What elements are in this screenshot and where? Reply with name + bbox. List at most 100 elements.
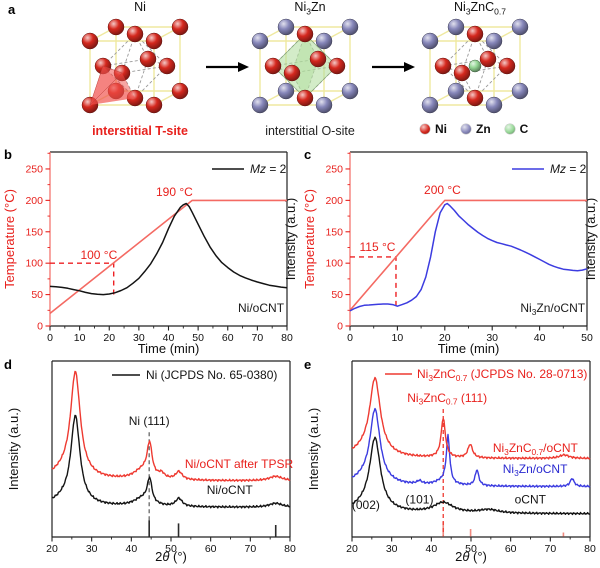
svg-text:250: 250 <box>25 163 43 175</box>
xrd-curve-ni3znc0-7-ocnt <box>351 376 591 460</box>
xrd-curve-ni-ocnt-after-tpsr <box>51 370 291 483</box>
svg-text:100: 100 <box>325 258 343 270</box>
atom-legend-item-Zn: Zn <box>461 122 491 136</box>
x-axis-title: Time (min) <box>438 341 500 356</box>
annotation: (101) <box>405 492 433 506</box>
annotation: Ni3Zn/oCNT <box>520 301 585 317</box>
atom-legend-label: Ni <box>435 122 447 136</box>
svg-text:40: 40 <box>425 543 437 555</box>
svg-text:0: 0 <box>337 321 343 333</box>
svg-text:0: 0 <box>37 321 43 333</box>
structure-ni3zn: Ni3Zn <box>240 0 380 121</box>
svg-text:0: 0 <box>347 332 353 344</box>
panel-label-d: d <box>4 357 12 372</box>
structure-ni-title: Ni <box>134 0 146 14</box>
legend-label: Mz = 2 <box>250 162 287 176</box>
atom-legend-label: C <box>519 122 529 136</box>
svg-text:50: 50 <box>465 543 477 555</box>
svg-text:200: 200 <box>25 195 43 207</box>
annotation: Ni3ZnC0.7/oCNT <box>493 441 579 457</box>
svg-text:40: 40 <box>163 332 175 344</box>
annotation: Ni/oCNT <box>238 301 285 315</box>
series-temperature-ramp <box>349 199 587 311</box>
svg-text:40: 40 <box>125 543 137 555</box>
structure-ni-drawing <box>81 18 189 114</box>
annotation: Ni/oCNT <box>207 483 254 497</box>
svg-text:80: 80 <box>584 543 596 555</box>
svg-text:60: 60 <box>205 543 217 555</box>
svg-text:60: 60 <box>222 332 234 344</box>
series-temperature-ramp <box>49 199 287 315</box>
legend-label: Ni3ZnC0.7 (JCPDS No. 28-0713) <box>417 367 587 383</box>
panel-label-e: e <box>304 357 312 372</box>
annotation: 115 °C <box>360 240 396 254</box>
svg-text:30: 30 <box>386 543 398 555</box>
svg-text:50: 50 <box>165 543 177 555</box>
y-axis-title: Intensity (a.u.) <box>6 408 21 490</box>
annotation: oCNT <box>515 492 547 506</box>
annotation: 190 °C <box>156 185 193 199</box>
xrd-curve-ni3zn-ocnt <box>351 407 591 488</box>
annotation: 100 °C <box>80 248 117 262</box>
xrd-curve-ocnt <box>351 436 591 516</box>
caption-o-site: interstitial O-site <box>265 124 355 138</box>
arrow-right-icon <box>206 62 249 72</box>
svg-text:50: 50 <box>331 289 343 301</box>
svg-text:150: 150 <box>325 226 343 238</box>
atom-legend: Ni Zn C <box>420 122 528 136</box>
structure-ni3zn-drawing <box>251 18 359 114</box>
svg-text:30: 30 <box>86 543 98 555</box>
legend-label: Mz = 2 <box>550 162 587 176</box>
xrd-curve-ni-ocnt <box>51 414 291 509</box>
svg-text:70: 70 <box>252 332 264 344</box>
annotation: Ni3Zn/oCNT <box>503 462 568 478</box>
svg-text:20: 20 <box>103 332 115 344</box>
dashed-guide <box>50 262 115 299</box>
legend-label: Ni (JCPDS No. 65-0380) <box>146 368 277 382</box>
svg-text:20: 20 <box>439 332 451 344</box>
atom-legend-item-C: C <box>504 122 529 136</box>
panel-label-a: a <box>8 2 16 17</box>
svg-text:20: 20 <box>46 543 58 555</box>
structure-ni3znc-drawing <box>421 18 529 114</box>
panel-b-tpsr-chart-ni-ocnt: 0 10 20 30 40 50 60 70 80 Time (min) 0 50 100 150 200 2… <box>2 151 298 356</box>
svg-text:80: 80 <box>281 332 293 344</box>
svg-text:70: 70 <box>544 543 556 555</box>
annotation: Ni3ZnC0.7 (111) <box>407 391 487 407</box>
panel-c-tpsr-chart-ni3zn-ocnt: 0 10 20 30 40 50 Time (min) 0 50 100 150 200 250 Temp… <box>302 151 598 356</box>
x-axis-title: 2θ (°) <box>155 549 187 564</box>
caption-t-site: interstitial T-site <box>92 124 188 138</box>
svg-text:10: 10 <box>392 332 404 344</box>
svg-text:80: 80 <box>284 543 296 555</box>
y-axis-title: Temperature (°C) <box>302 189 317 289</box>
annotation: Ni/oCNT after TPSR <box>185 457 294 471</box>
structure-ni3znc-title: Ni3ZnC0.7 <box>454 0 506 17</box>
x-axis-title: 2θ (°) <box>455 549 487 564</box>
svg-text:50: 50 <box>581 332 593 344</box>
svg-text:40: 40 <box>534 332 546 344</box>
panel-label-b: b <box>4 147 12 162</box>
atom-legend-item-Ni: Ni <box>420 122 447 136</box>
svg-text:50: 50 <box>31 289 43 301</box>
atom-legend-label: Zn <box>476 122 491 136</box>
y-axis-title: Temperature (°C) <box>2 189 17 289</box>
svg-text:200: 200 <box>325 195 343 207</box>
y-right-axis-title: Intensity (a.u.) <box>283 198 298 280</box>
c-atom-icon <box>504 124 515 134</box>
panel-label-c: c <box>304 147 312 162</box>
svg-text:250: 250 <box>325 163 343 175</box>
ni-atom-icon <box>420 124 430 134</box>
annotation: (002) <box>352 498 380 512</box>
series-ms-intensity-mz2 <box>49 202 288 296</box>
y-right-axis-title: Intensity (a.u.) <box>583 198 598 280</box>
series-ms-intensity-mz2 <box>349 202 588 312</box>
annotation: 200 °C <box>424 183 461 197</box>
svg-text:100: 100 <box>25 258 43 270</box>
svg-text:150: 150 <box>25 226 43 238</box>
structure-ni3zn-title: Ni3Zn <box>294 0 326 17</box>
svg-text:70: 70 <box>244 543 256 555</box>
panel-e-xrd-chart-ni3znc: 20 30 40 50 60 70 80 2θ (°) Intensity (a.u.) Ni3Z… <box>306 360 596 564</box>
y-axis-title: Intensity (a.u.) <box>306 408 321 490</box>
zn-atom-icon <box>461 124 471 134</box>
